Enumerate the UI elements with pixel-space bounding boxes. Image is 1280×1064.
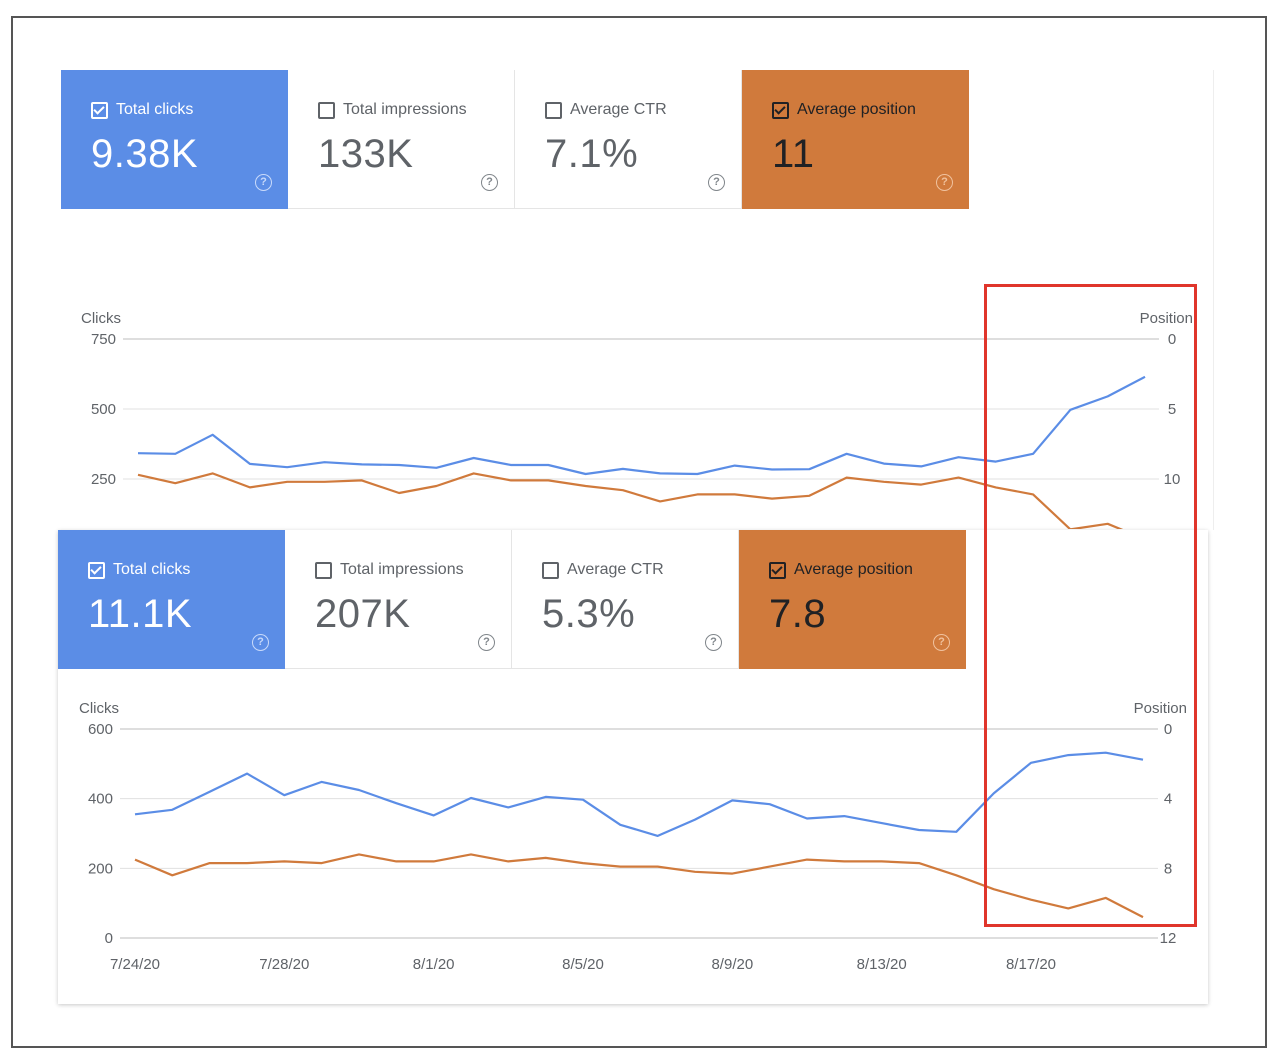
metric-card-total-impressions[interactable]: Total impressions 133K ? [288,70,515,209]
help-circle-icon[interactable]: ? [936,174,953,191]
checkbox-icon[interactable] [91,101,108,119]
metric-label: Average position [794,561,913,578]
position-series-line [137,472,1124,529]
y2-tick-label: 5 [1168,401,1176,418]
checkbox-icon[interactable] [542,561,559,579]
y-tick-label: 200 [88,860,113,877]
help-circle-icon[interactable]: ? [478,634,495,651]
metric-label: Total clicks [113,561,191,578]
performance-panel-after: Total clicks 11.1K ? Total impressions 2… [58,530,1208,1004]
y2-axis-title: Position [1140,310,1193,327]
metric-label: Total impressions [343,101,467,118]
metric-card-total-clicks[interactable]: Total clicks 11.1K ? [58,530,285,669]
metric-value: 9.38K [91,132,199,176]
checkbox-icon[interactable] [772,101,789,119]
metric-cards: Total clicks 9.38K ? Total impressions 1… [61,70,971,209]
x-tick-label: 8/17/20 [1006,956,1056,973]
metric-card-total-impressions[interactable]: Total impressions 207K ? [285,530,512,669]
help-circle-icon[interactable]: ? [933,634,950,651]
performance-chart-before: ClicksPosition01525010500575007/24/207/2… [81,310,1193,529]
y-tick-label: 750 [91,331,116,348]
y-tick-label: 500 [91,401,116,418]
metric-label: Average CTR [570,101,667,118]
checkbox-icon[interactable] [315,561,332,579]
y2-tick-label: 0 [1164,721,1172,738]
metric-value: 11.1K [88,592,193,636]
help-circle-icon[interactable]: ? [705,634,722,651]
checkbox-icon[interactable] [769,561,786,579]
x-tick-label: 8/9/20 [711,956,753,973]
y-axis-title: Clicks [81,310,121,327]
y2-tick-label: 0 [1168,331,1176,348]
metric-card-total-clicks[interactable]: Total clicks 9.38K ? [61,70,288,209]
y-tick-label: 400 [88,791,113,808]
metric-label: Average position [797,101,916,118]
metric-card-average-position[interactable]: Average position 11 ? [742,70,969,209]
metric-value: 133K [318,132,414,176]
metric-label: Total clicks [116,101,194,118]
y2-tick-label: 4 [1164,791,1172,808]
metric-value: 11 [772,132,815,176]
x-tick-label: 7/24/20 [110,956,160,973]
y2-tick-label: 12 [1160,930,1177,947]
metric-value: 7.8 [769,592,827,636]
metric-label: Average CTR [567,561,664,578]
position-series-line [134,853,1144,919]
y-tick-label: 250 [91,471,116,488]
metric-value: 5.3% [542,592,636,636]
clicks-series-line [134,751,1144,837]
clicks-series-line [137,375,1146,476]
help-circle-icon[interactable]: ? [255,174,272,191]
checkbox-icon[interactable] [88,561,105,579]
y-axis-title: Clicks [79,700,119,717]
metric-value: 7.1% [545,132,639,176]
x-tick-label: 8/1/20 [413,956,455,973]
checkbox-icon[interactable] [318,101,335,119]
y-tick-label: 0 [105,930,113,947]
help-circle-icon[interactable]: ? [708,174,725,191]
checkbox-icon[interactable] [545,101,562,119]
help-circle-icon[interactable]: ? [481,174,498,191]
help-circle-icon[interactable]: ? [252,634,269,651]
performance-panel-before: Total clicks 9.38K ? Total impressions 1… [61,70,1214,530]
metric-label: Total impressions [340,561,464,578]
y2-axis-title: Position [1134,700,1187,717]
metric-cards: Total clicks 11.1K ? Total impressions 2… [58,530,968,669]
metric-card-average-ctr[interactable]: Average CTR 5.3% ? [512,530,739,669]
y2-tick-label: 8 [1164,860,1172,877]
metric-card-average-ctr[interactable]: Average CTR 7.1% ? [515,70,742,209]
y-tick-label: 600 [88,721,113,738]
x-tick-label: 7/28/20 [259,956,309,973]
x-tick-label: 8/13/20 [857,956,907,973]
metric-card-average-position[interactable]: Average position 7.8 ? [739,530,966,669]
metric-value: 207K [315,592,411,636]
y2-tick-label: 10 [1164,471,1181,488]
performance-chart-after: Clicks Position 0 12 200 8 400 4 600 0 7/24/20 7/28… [79,700,1187,973]
x-tick-label: 8/5/20 [562,956,604,973]
